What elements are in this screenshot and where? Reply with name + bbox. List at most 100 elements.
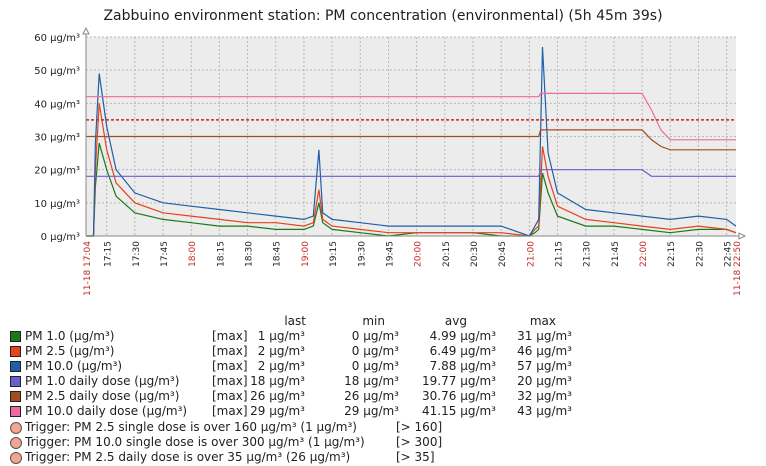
legend-avg: 30.76 µg/m³: [422, 389, 496, 403]
y-tick-label: 30 µg/m³: [34, 133, 80, 144]
legend-avg: 4.99 µg/m³: [429, 329, 496, 343]
legend-min: 18 µg/m³: [344, 374, 399, 388]
legend-row: PM 10.0 daily dose (µg/m³) [max] 29 µg/m…: [0, 404, 766, 419]
legend-min: 0 µg/m³: [351, 344, 399, 358]
legend-max: 31 µg/m³: [517, 329, 572, 343]
legend-avg: 41.15 µg/m³: [422, 404, 496, 418]
trigger-threshold: [> 300]: [396, 435, 443, 449]
legend-last: 18 µg/m³: [250, 374, 305, 388]
x-tick-label: 20:45: [498, 241, 508, 267]
x-tick-label: 17:30: [132, 241, 142, 267]
x-tick-label: 18:30: [245, 241, 255, 267]
y-tick-label: 40 µg/m³: [34, 99, 80, 110]
x-tick-label: 19:45: [385, 241, 395, 267]
legend-min: 26 µg/m³: [344, 389, 399, 403]
legend-row: PM 1.0 (µg/m³) [max] 1 µg/m³ 0 µg/m³ 4.9…: [0, 329, 766, 344]
x-tick-label: 22:45: [724, 241, 734, 267]
legend-min: 0 µg/m³: [351, 329, 399, 343]
chart-plot: 0 µg/m³ 10 µg/m³ 20 µg/m³ 30 µg/m³ 40 µg/m³ 5…: [34, 26, 747, 296]
trigger-dot-icon: [10, 422, 22, 434]
trigger-text: Trigger: PM 10.0 single dose is over 300…: [25, 435, 365, 449]
legend-header-avg: avg: [444, 314, 467, 328]
trigger-text: Trigger: PM 2.5 single dose is over 160 …: [25, 420, 357, 434]
legend-avg: 19.77 µg/m³: [422, 374, 496, 388]
legend-last: 26 µg/m³: [250, 389, 305, 403]
legend-row: PM 1.0 daily dose (µg/m³) [max] 18 µg/m³…: [0, 374, 766, 389]
legend-series-name: PM 2.5 daily dose (µg/m³): [25, 389, 180, 403]
x-tick-label: 19:30: [357, 241, 367, 267]
x-axis-arrow-icon: [738, 232, 747, 240]
legend-function: [max]: [212, 374, 248, 388]
trigger-dot-icon: [10, 437, 22, 449]
legend-series-name: PM 10.0 (µg/m³): [25, 359, 123, 373]
legend-row: PM 2.5 daily dose (µg/m³) [max] 26 µg/m³…: [0, 389, 766, 404]
chart-title: Zabbuino environment station: PM concent…: [103, 8, 663, 24]
legend-row: PM 10.0 (µg/m³) [max] 2 µg/m³ 0 µg/m³ 7.…: [0, 359, 766, 374]
legend-function: [max]: [212, 359, 248, 373]
legend-max: 57 µg/m³: [517, 359, 572, 373]
x-tick-label: 22:00: [639, 241, 649, 267]
legend-max: 20 µg/m³: [517, 374, 572, 388]
legend-max: 32 µg/m³: [517, 389, 572, 403]
y-tick-label: 20 µg/m³: [34, 166, 80, 177]
legend-swatch: [10, 406, 21, 417]
legend-max: 43 µg/m³: [517, 404, 572, 418]
x-tick-label: 17:45: [160, 241, 170, 267]
legend-series-name: PM 2.5 (µg/m³): [25, 344, 115, 358]
trigger-row: Trigger: PM 2.5 single dose is over 160 …: [0, 420, 766, 435]
legend-last: 1 µg/m³: [257, 329, 305, 343]
series-line: [86, 142, 737, 237]
trigger-row: Trigger: PM 10.0 single dose is over 300…: [0, 435, 766, 450]
legend-swatch: [10, 391, 21, 402]
trigger-row: Trigger: PM 2.5 daily dose is over 35 µg…: [0, 450, 766, 465]
x-tick-label: 18:00: [188, 241, 198, 267]
legend-max: 46 µg/m³: [517, 344, 572, 358]
series-line: [86, 169, 736, 177]
y-axis-arrow-icon: [82, 26, 90, 35]
x-tick-label: 20:15: [442, 241, 452, 267]
legend-function: [max]: [212, 329, 248, 343]
x-tick-label: 21:30: [583, 241, 593, 267]
x-tick-label: 18:45: [273, 241, 283, 267]
x-tick-label: 18:15: [216, 241, 226, 267]
trigger-threshold: [> 35]: [396, 450, 435, 464]
x-tick-label: 20:00: [414, 241, 424, 267]
legend-swatch: [10, 361, 21, 372]
series-line: [86, 103, 737, 237]
legend-function: [max]: [212, 404, 248, 418]
legend-swatch: [10, 376, 21, 387]
legend-row: PM 2.5 (µg/m³) [max] 2 µg/m³ 0 µg/m³ 6.4…: [0, 344, 766, 359]
x-tick-label: 19:00: [301, 241, 311, 267]
y-tick-label: 10 µg/m³: [34, 199, 80, 210]
legend-avg: 6.49 µg/m³: [429, 344, 496, 358]
legend-min: 29 µg/m³: [344, 404, 399, 418]
x-tick-label: 22:30: [695, 241, 705, 267]
legend-function: [max]: [212, 344, 248, 358]
x-tick-label: 22:15: [667, 241, 677, 267]
x-tick-label: 21:15: [555, 241, 565, 267]
y-tick-label: 0 µg/m³: [41, 232, 80, 243]
y-tick-label: 50 µg/m³: [34, 66, 80, 77]
x-tick-label: 19:15: [329, 241, 339, 267]
legend-series-name: PM 10.0 daily dose (µg/m³): [25, 404, 188, 418]
x-tick-label: 20:30: [470, 241, 480, 267]
trigger-dot-icon: [10, 452, 22, 464]
series-line: [86, 129, 736, 151]
legend-header-max: max: [529, 314, 556, 328]
legend-last: 2 µg/m³: [257, 359, 305, 373]
legend-avg: 7.88 µg/m³: [429, 359, 496, 373]
y-tick-label: 60 µg/m³: [34, 33, 80, 44]
trigger-text: Trigger: PM 2.5 daily dose is over 35 µg…: [25, 450, 351, 464]
legend-min: 0 µg/m³: [351, 359, 399, 373]
legend-last: 2 µg/m³: [257, 344, 305, 358]
series-line: [86, 92, 736, 141]
legend-header-min: min: [362, 314, 385, 328]
trigger-threshold: [> 160]: [396, 420, 443, 434]
x-edge-label: 11-18 22:50: [733, 241, 743, 296]
legend-last: 29 µg/m³: [250, 404, 305, 418]
legend-swatch: [10, 346, 21, 357]
legend-series-name: PM 1.0 daily dose (µg/m³): [25, 374, 180, 388]
legend-series-name: PM 1.0 (µg/m³): [25, 329, 115, 343]
x-tick-label: 21:45: [611, 241, 621, 267]
legend-function: [max]: [212, 389, 248, 403]
